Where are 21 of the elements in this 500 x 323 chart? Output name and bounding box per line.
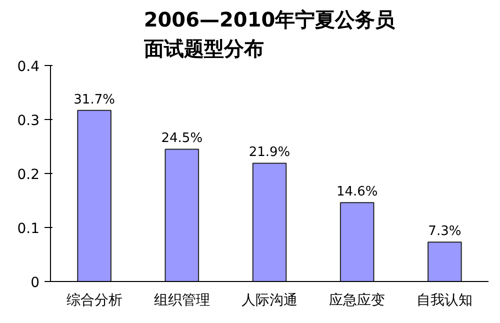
data-label: 21.9% (248, 145, 290, 160)
bar (340, 202, 374, 282)
y-tick-label: 0.3 (17, 113, 40, 129)
data-label: 7.3% (428, 224, 462, 240)
bar (77, 110, 112, 282)
bar (164, 148, 200, 282)
data-label: 24.5% (161, 131, 203, 146)
data-label: 14.6% (336, 184, 378, 200)
y-tick-label: 0.1 (17, 221, 40, 237)
chart-title: 2006—2010年宁夏公务员面试题型分布 (142, 8, 396, 60)
x-tick-label: 综合分析 (66, 292, 122, 308)
x-tick-label: 组织管理 (154, 292, 210, 308)
bar (428, 242, 462, 282)
y-tick-label: 0.4 (17, 59, 40, 75)
y-tick-label: 0 (30, 275, 40, 291)
x-tick-label: 人际沟通 (242, 292, 298, 308)
data-label: 31.7% (74, 92, 115, 108)
bar (252, 162, 287, 282)
y-tick-label: 0.2 (17, 167, 40, 183)
x-tick-label: 应急应变 (329, 292, 386, 308)
x-tick-label: 自我认知 (416, 292, 473, 308)
